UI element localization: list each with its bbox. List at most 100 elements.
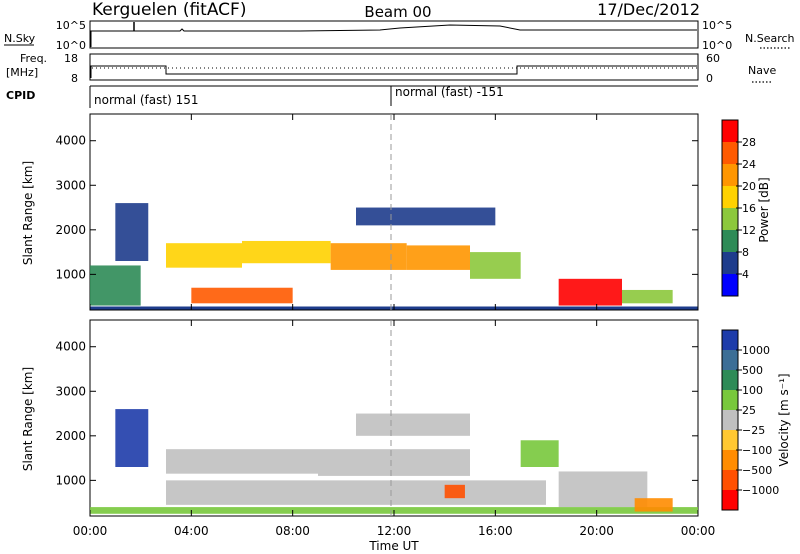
- power-colorbar-tick-label: 28: [742, 136, 756, 149]
- x-tick-label: 16:00: [478, 524, 513, 538]
- freq-panel: Freq. [MHz] 18 8 60 0 Nave: [6, 52, 776, 85]
- freq-tick-top: 18: [64, 52, 78, 65]
- time-xlabel: Time UT: [368, 539, 419, 553]
- heatmap-band: [356, 413, 470, 436]
- velocity-ylabel: Slant Range [km]: [21, 367, 35, 471]
- velocity-colorbar-tick-label: 25: [742, 404, 756, 417]
- power-ylabel: Slant Range [km]: [21, 161, 35, 265]
- nsearch-tick-top: 10^5: [702, 19, 732, 32]
- velocity-colorbar-swatch: [722, 350, 738, 371]
- nsearch-label: N.Search: [745, 32, 795, 45]
- freq-label: Freq.: [20, 52, 47, 65]
- heatmap-band: [330, 243, 407, 270]
- velocity-colorbar-swatch: [722, 370, 738, 391]
- y-tick-label: 4000: [55, 340, 86, 354]
- velocity-colorbar-swatch: [722, 450, 738, 471]
- heatmap-band: [166, 243, 242, 268]
- heatmap-band: [191, 287, 293, 304]
- heatmap-band: [558, 471, 648, 508]
- nsky-panel: N.Sky 10^5 10^0 10^5 10^0 N.Search: [4, 19, 795, 52]
- nave-tick-top: 60: [706, 52, 720, 65]
- x-tick-label: 12:00: [377, 524, 412, 538]
- heatmap-band: [622, 289, 673, 304]
- y-tick-label: 3000: [55, 178, 86, 192]
- heatmap-band: [558, 278, 622, 306]
- heatmap-band: [242, 240, 331, 264]
- power-panel: 4000 3000 2000 1000 Slant Range [km]: [21, 113, 699, 311]
- nave-tick-bottom: 0: [706, 72, 713, 85]
- beam-title: Beam 00: [364, 3, 431, 21]
- heatmap-band: [115, 409, 149, 467]
- y-tick-label: 2000: [55, 223, 86, 237]
- power-colorbar-swatch: [722, 164, 738, 187]
- power-colorbar: Power [dB] 28 24 20 16 12 8 4: [721, 119, 771, 297]
- power-colorbar-label: Power [dB]: [757, 177, 771, 242]
- heatmap-band: [90, 265, 141, 306]
- power-colorbar-tick-label: 20: [742, 180, 756, 193]
- power-colorbar-swatch: [722, 120, 738, 143]
- cpid-label: CPID: [6, 89, 35, 102]
- nsky-tick-top: 10^5: [56, 19, 86, 32]
- freq-tick-bottom: 8: [71, 72, 78, 85]
- nsky-label: N.Sky: [4, 32, 36, 45]
- heatmap-band: [406, 245, 470, 270]
- y-tick-label: 1000: [55, 267, 86, 281]
- x-tick-label: 08:00: [275, 524, 310, 538]
- heatmap-band: [520, 440, 559, 467]
- y-tick-label: 1000: [55, 473, 86, 487]
- freq-trace: [90, 65, 697, 78]
- y-tick-label: 3000: [55, 384, 86, 398]
- power-colorbar-swatch: [722, 186, 738, 209]
- heatmap-band: [634, 498, 673, 512]
- cpid-segment-1: normal (fast) 151: [94, 93, 198, 107]
- velocity-colorbar-swatch: [722, 390, 738, 411]
- heatmap-band: [166, 449, 318, 474]
- velocity-colorbar-tick-label: 100: [742, 384, 763, 397]
- velocity-colorbar-swatch: [722, 430, 738, 451]
- power-colorbar-tick-label: 24: [742, 158, 756, 171]
- nave-label: Nave: [748, 64, 776, 77]
- power-colorbar-tick-label: 12: [742, 224, 756, 237]
- heatmap-band: [356, 207, 496, 226]
- velocity-colorbar-tick-label: 1000: [742, 344, 770, 357]
- velocity-colorbar-swatch: [722, 330, 738, 351]
- velocity-colorbar: Velocity [m s⁻¹] 1000 500 100 25 −25 −100 −500…: [721, 329, 791, 511]
- velocity-colorbar-tick-label: 500: [742, 364, 763, 377]
- power-colorbar-tick-label: 4: [742, 268, 749, 281]
- x-tick-label: 00:00: [681, 524, 716, 538]
- cpid-segment-2: normal (fast) -151: [395, 85, 504, 99]
- x-tick-label: 20:00: [579, 524, 614, 538]
- velocity-colorbar-swatch: [722, 410, 738, 431]
- heatmap-band: [444, 484, 465, 499]
- velocity-colorbar-frame: [721, 329, 739, 511]
- heatmap-band: [115, 203, 149, 261]
- power-colorbar-tick-label: 16: [742, 202, 756, 215]
- velocity-colorbar-tick-label: −25: [742, 424, 765, 437]
- velocity-colorbar-tick-label: −500: [742, 464, 772, 477]
- date-title: 17/Dec/2012: [597, 0, 700, 19]
- power-colorbar-swatch: [722, 230, 738, 253]
- velocity-colorbar-tick-label: −100: [742, 444, 772, 457]
- power-colorbar-swatch: [722, 274, 738, 297]
- heatmap-band: [470, 252, 521, 279]
- velocity-colorbar-label: Velocity [m s⁻¹]: [777, 373, 791, 466]
- heatmap-band: [166, 480, 546, 505]
- power-colorbar-swatch: [722, 208, 738, 231]
- x-tick-label: 04:00: [174, 524, 209, 538]
- velocity-panel: 4000 3000 2000 1000 00:00 04:00 08:00 12:00 16:…: [21, 114, 715, 553]
- x-tick-label: 00:00: [73, 524, 108, 538]
- freq-unit-label: [MHz]: [6, 66, 38, 79]
- y-tick-label: 4000: [55, 134, 86, 148]
- nsearch-tick-bottom: 10^0: [702, 39, 732, 52]
- velocity-colorbar-swatch: [722, 490, 738, 511]
- station-title: Kerguelen (fitACF): [92, 0, 246, 20]
- power-colorbar-tick-label: 8: [742, 246, 749, 259]
- power-colorbar-swatch: [722, 142, 738, 165]
- heatmap-band: [318, 449, 470, 476]
- power-colorbar-swatch: [722, 252, 738, 275]
- nsky-trace: [90, 24, 697, 47]
- velocity-colorbar-tick-label: −1000: [742, 484, 779, 497]
- cpid-row: CPID normal (fast) 151 normal (fast) -15…: [6, 85, 698, 108]
- velocity-colorbar-swatch: [722, 470, 738, 491]
